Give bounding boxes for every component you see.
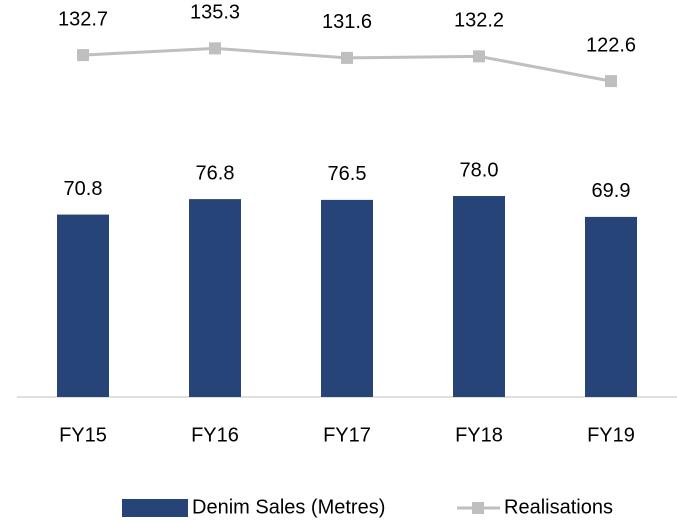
- line-marker: [209, 42, 221, 55]
- line-marker: [605, 75, 617, 88]
- bar: [321, 199, 373, 397]
- x-tick-label: FY16: [191, 424, 239, 446]
- data-label: 76.5: [328, 163, 367, 185]
- bar: [57, 214, 109, 397]
- data-label: 69.9: [592, 180, 631, 202]
- data-label: 131.6: [322, 11, 372, 33]
- x-tick-label: FY19: [587, 424, 635, 446]
- data-label: 135.3: [190, 2, 240, 24]
- line-marker: [473, 50, 485, 63]
- data-label: 122.6: [586, 34, 636, 56]
- bar: [189, 199, 241, 397]
- bar: [585, 216, 637, 397]
- data-label: 132.7: [58, 8, 108, 30]
- line-marker: [341, 51, 353, 64]
- data-label: 78.0: [460, 159, 499, 181]
- bar: [453, 196, 505, 397]
- data-label: 70.8: [64, 178, 103, 200]
- x-tick-label: FY15: [59, 424, 107, 446]
- legend-swatch: [122, 499, 188, 517]
- data-label: 132.2: [454, 10, 504, 32]
- legend-swatch-marker: [472, 502, 484, 514]
- line-marker: [77, 49, 89, 62]
- legend-label: Realisations: [504, 496, 613, 518]
- data-label: 76.8: [196, 162, 235, 184]
- x-tick-label: FY18: [455, 424, 503, 446]
- x-tick-label: FY17: [323, 424, 371, 446]
- legend-label: Denim Sales (Metres): [192, 496, 385, 518]
